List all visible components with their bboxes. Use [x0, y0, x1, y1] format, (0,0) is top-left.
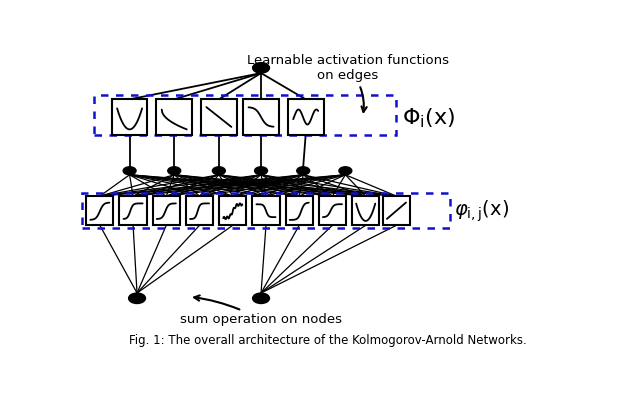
Text: Fig. 1: The overall architecture of the Kolmogorov-Arnold Networks.: Fig. 1: The overall architecture of the …: [129, 334, 527, 348]
Circle shape: [129, 293, 145, 304]
Bar: [120, 196, 147, 225]
Bar: [352, 196, 380, 225]
Bar: [243, 99, 279, 135]
Bar: [285, 196, 313, 225]
Bar: [83, 193, 449, 227]
Text: Learnable activation functions
on edges: Learnable activation functions on edges: [247, 54, 449, 112]
Circle shape: [168, 167, 180, 175]
Bar: [383, 196, 410, 225]
Bar: [201, 99, 237, 135]
Bar: [319, 196, 346, 225]
Bar: [156, 99, 192, 135]
Bar: [252, 196, 280, 225]
Text: $\Phi_\mathregular{i}(\mathregular{x})$: $\Phi_\mathregular{i}(\mathregular{x})$: [403, 107, 456, 130]
Circle shape: [339, 167, 352, 175]
Bar: [94, 95, 396, 134]
Circle shape: [255, 167, 268, 175]
Circle shape: [253, 63, 269, 73]
Bar: [219, 196, 246, 225]
Bar: [288, 99, 324, 135]
Circle shape: [123, 167, 136, 175]
Circle shape: [212, 167, 225, 175]
Circle shape: [297, 167, 310, 175]
Text: $\varphi_\mathregular{i,j}(\mathregular{x})$: $\varphi_\mathregular{i,j}(\mathregular{…: [454, 199, 509, 224]
Circle shape: [253, 293, 269, 304]
Bar: [86, 196, 113, 225]
Bar: [186, 196, 213, 225]
Bar: [112, 99, 147, 135]
Bar: [153, 196, 180, 225]
Text: sum operation on nodes: sum operation on nodes: [180, 295, 342, 326]
